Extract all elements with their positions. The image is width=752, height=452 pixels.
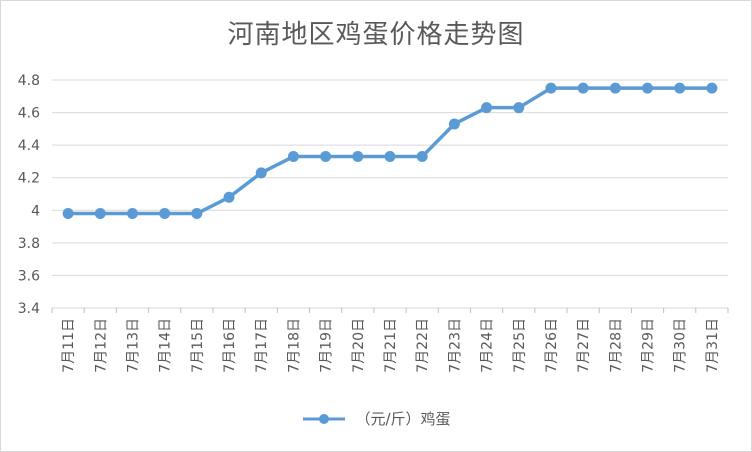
y-tick-label: 4	[31, 203, 40, 219]
y-tick-label: 4.2	[18, 171, 40, 187]
data-point	[223, 191, 235, 203]
data-point	[126, 208, 138, 220]
data-point	[642, 82, 654, 94]
data-point	[255, 167, 267, 179]
data-point	[94, 208, 106, 220]
x-tick-label: 7月16日	[222, 318, 238, 373]
y-tick-label: 3.8	[18, 236, 40, 252]
x-tick-label: 7月26日	[544, 318, 560, 373]
data-point	[159, 208, 171, 220]
data-point	[384, 151, 396, 163]
y-tick-label: 3.6	[18, 268, 40, 284]
data-point	[706, 82, 718, 94]
x-tick-label: 7月20日	[351, 318, 367, 373]
x-tick-label: 7月13日	[125, 318, 141, 373]
data-point	[674, 82, 686, 94]
data-point	[191, 208, 203, 220]
data-point	[62, 208, 74, 220]
x-tick-label: 7月15日	[190, 318, 206, 373]
data-point	[416, 151, 428, 163]
x-tick-label: 7月11日	[61, 318, 77, 373]
x-tick-label: 7月29日	[641, 318, 657, 373]
legend: （元/斤）鸡蛋	[0, 408, 752, 429]
data-point	[481, 102, 493, 114]
x-tick-label: 7月12日	[93, 318, 109, 373]
legend-label: （元/斤）鸡蛋	[355, 410, 451, 428]
y-tick-label: 4.4	[18, 138, 40, 154]
x-tick-label: 7月27日	[576, 318, 592, 373]
x-tick-label: 7月22日	[415, 318, 431, 373]
x-tick-label: 7月17日	[254, 318, 270, 373]
x-tick-label: 7月23日	[447, 318, 463, 373]
x-tick-label: 7月19日	[319, 318, 335, 373]
data-point	[577, 82, 589, 94]
data-point	[287, 151, 299, 163]
x-tick-label: 7月25日	[512, 318, 528, 373]
data-point	[545, 82, 557, 94]
x-tick-label: 7月21日	[383, 318, 399, 373]
data-point	[448, 118, 460, 130]
data-point	[352, 151, 364, 163]
x-tick-label: 7月28日	[608, 318, 624, 373]
data-point	[609, 82, 621, 94]
chart-title: 河南地区鸡蛋价格走势图	[227, 20, 525, 50]
x-tick-label: 7月14日	[158, 318, 174, 373]
x-tick-label: 7月30日	[673, 318, 689, 373]
y-tick-label: 4.8	[18, 73, 40, 89]
data-point	[513, 102, 525, 114]
data-point	[320, 151, 332, 163]
x-tick-label: 7月18日	[286, 318, 302, 373]
series-line	[68, 86, 712, 216]
legend-swatch	[303, 413, 346, 424]
x-tick-label: 7月24日	[480, 318, 496, 373]
y-tick-label: 4.6	[18, 106, 40, 122]
x-tick-label: 7月31日	[705, 318, 721, 373]
y-tick-label: 3.4	[18, 301, 40, 317]
